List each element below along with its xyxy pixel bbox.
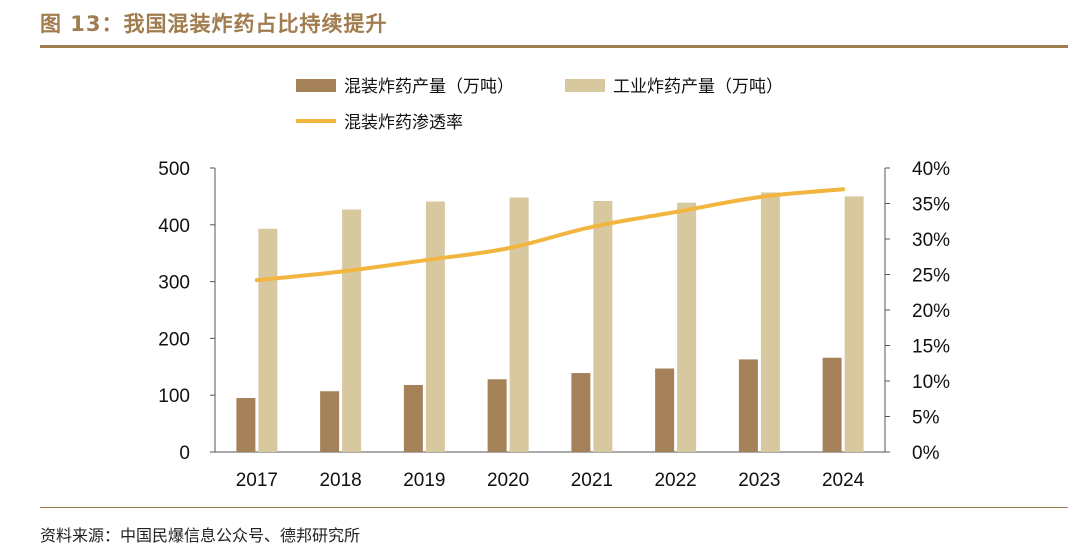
- left-tick-label: 500: [158, 159, 190, 180]
- legend-swatch-mixed: [296, 79, 336, 92]
- line-penetration-rate: [254, 187, 846, 283]
- footer-rule: [40, 507, 1068, 508]
- x-tick-label: 2019: [403, 470, 445, 491]
- bar-industrial-explosive: [760, 192, 780, 452]
- legend-label-rate: 混装炸药渗透率: [344, 113, 463, 133]
- bar-industrial-explosive: [425, 201, 445, 452]
- x-tick-label: 2024: [822, 470, 865, 491]
- title-underline: [40, 45, 1068, 48]
- bar-mixed-explosive: [487, 379, 507, 452]
- bar-mixed-explosive: [571, 373, 591, 452]
- bar-mixed-explosive: [738, 359, 758, 452]
- axes: [210, 167, 890, 453]
- bar-industrial-explosive: [677, 202, 697, 452]
- right-tick-label: 40%: [912, 159, 950, 180]
- x-tick-label: 2022: [654, 470, 696, 491]
- figure-title: 图 13：我国混装炸药占比持续提升: [40, 12, 388, 36]
- left-tick-label: 300: [158, 273, 190, 294]
- right-tick-label: 0%: [912, 443, 940, 464]
- right-tick-label: 15%: [912, 337, 950, 358]
- bar-mixed-explosive: [320, 391, 340, 452]
- source-note: 资料来源：中国民爆信息公众号、德邦研究所: [40, 526, 361, 545]
- right-tick-label: 20%: [912, 301, 950, 322]
- bar-mixed-explosive: [655, 368, 675, 452]
- left-tick-label: 0: [179, 443, 190, 464]
- left-tick-label: 200: [158, 329, 190, 350]
- x-tick-label: 2017: [236, 470, 278, 491]
- right-tick-label: 25%: [912, 266, 950, 287]
- left-tick-label: 400: [158, 216, 190, 237]
- right-tick-label: 5%: [912, 408, 940, 429]
- bar-industrial-explosive: [342, 209, 362, 452]
- tick-labels: 0 100 200 300 400 500 0% 5% 10% 15% 20% 25% 30% 35% 40…: [158, 159, 950, 491]
- right-tick-label: 10%: [912, 372, 950, 393]
- x-tick-label: 2018: [319, 470, 361, 491]
- bar-mixed-explosive: [822, 357, 842, 452]
- legend-label-industrial: 工业炸药产量（万吨）: [613, 77, 783, 97]
- right-tick-label: 30%: [912, 230, 950, 251]
- legend: 混装炸药产量（万吨） 工业炸药产量（万吨） 混装炸药渗透率: [296, 77, 783, 133]
- bar-industrial-explosive: [509, 197, 529, 452]
- bar-mixed-explosive: [236, 398, 256, 452]
- x-tick-label: 2020: [487, 470, 529, 491]
- bar-industrial-explosive: [593, 200, 613, 452]
- right-tick-label: 35%: [912, 195, 950, 216]
- x-tick-label: 2023: [738, 470, 780, 491]
- bars: [236, 192, 864, 452]
- bar-industrial-explosive: [844, 196, 864, 452]
- x-tick-label: 2021: [571, 470, 613, 491]
- bar-industrial-explosive: [258, 228, 278, 452]
- left-tick-label: 100: [158, 386, 190, 407]
- bar-mixed-explosive: [403, 384, 423, 452]
- legend-label-mixed: 混装炸药产量（万吨）: [344, 77, 514, 97]
- line-series: [254, 187, 846, 283]
- legend-swatch-industrial: [565, 79, 605, 92]
